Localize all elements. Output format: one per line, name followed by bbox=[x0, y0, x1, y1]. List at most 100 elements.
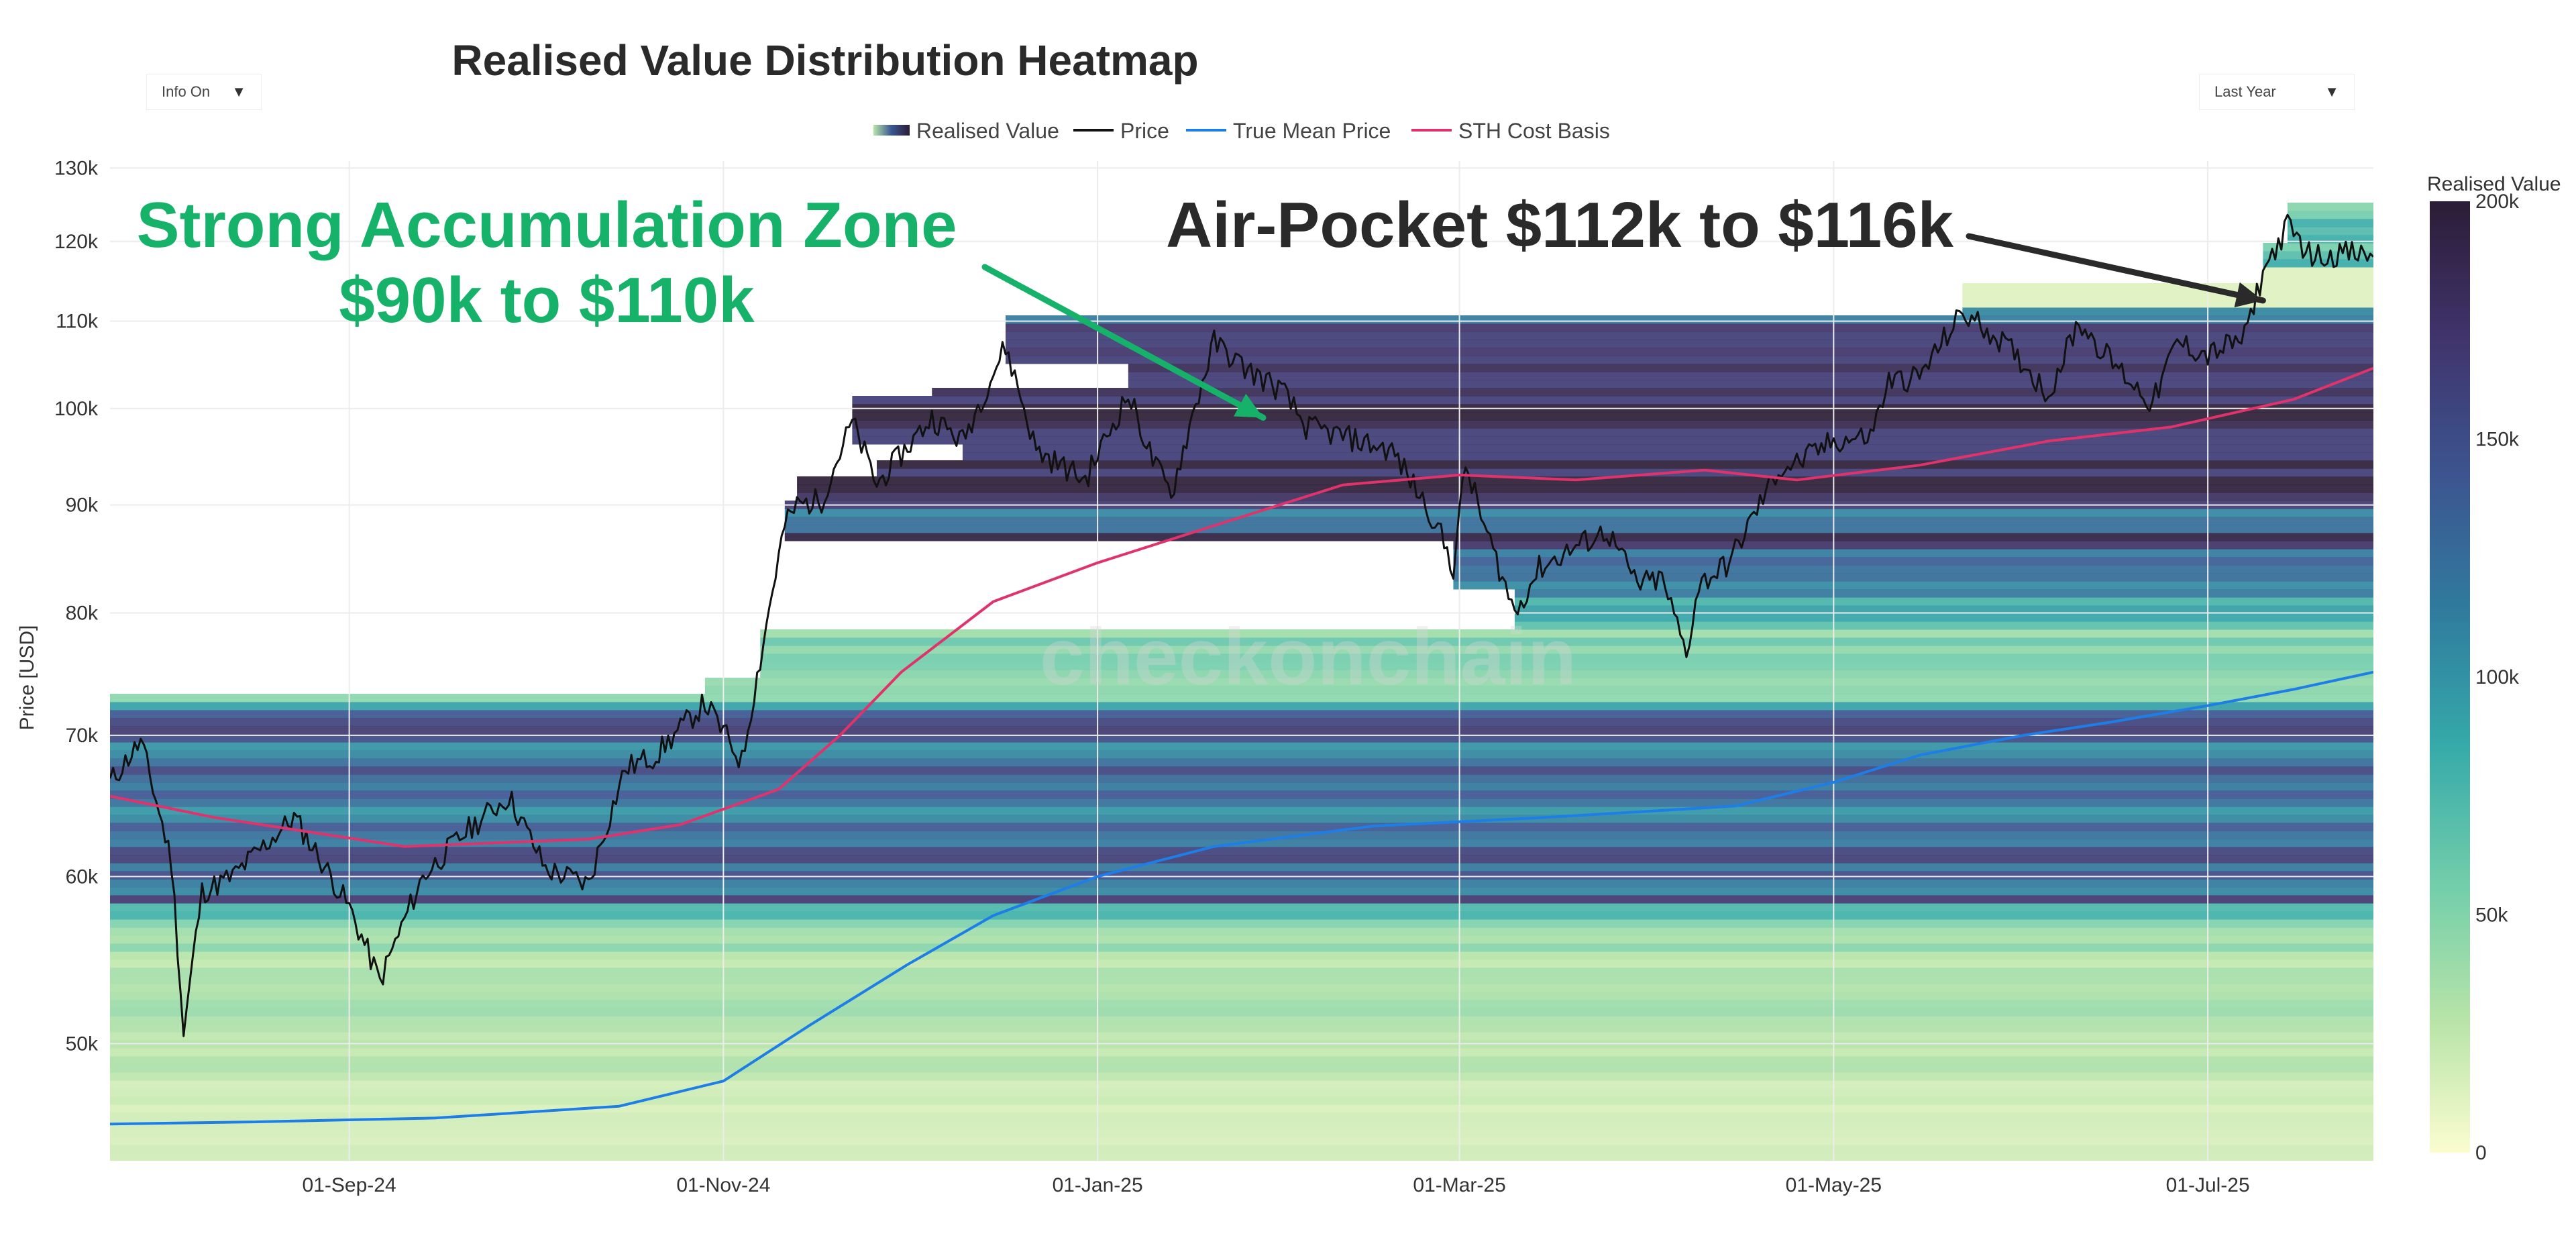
heatmap-band bbox=[2263, 251, 2373, 260]
heatmap-band bbox=[110, 758, 2373, 767]
chart-title: Realised Value Distribution Heatmap bbox=[451, 36, 1198, 85]
colorbar-tick-label: 50k bbox=[2475, 904, 2508, 927]
heatmap-band bbox=[110, 815, 2373, 823]
heatmap-band bbox=[110, 1153, 2373, 1161]
heatmap-band bbox=[110, 702, 2373, 711]
info-toggle-label: Info On bbox=[162, 83, 211, 100]
heatmap-band bbox=[760, 637, 2373, 646]
heatmap-band bbox=[110, 863, 2373, 872]
heatmap-band bbox=[110, 968, 2373, 976]
arrow-air-pocket-head bbox=[2234, 282, 2263, 308]
heatmap-band bbox=[110, 1129, 2373, 1137]
heatmap-band bbox=[110, 943, 2373, 952]
heatmap-band bbox=[784, 517, 2373, 525]
heatmap-band bbox=[110, 1080, 2373, 1089]
colorbar: Realised Value 0 50k 100k 150k 200k bbox=[2427, 173, 2561, 1164]
x-tick-label: 01-Jul-25 bbox=[2166, 1174, 2250, 1196]
heatmap-band bbox=[110, 951, 2373, 960]
heatmap-band bbox=[110, 718, 2373, 727]
heatmap-band bbox=[110, 766, 2373, 775]
heatmap-band bbox=[760, 654, 2373, 662]
heatmap-band bbox=[110, 790, 2373, 799]
heatmap-band bbox=[797, 492, 2373, 501]
heatmap-band bbox=[704, 686, 2373, 694]
arrow-accumulation bbox=[981, 264, 1267, 421]
series-line-sth-cost-basis bbox=[110, 366, 2373, 848]
heatmap-band bbox=[110, 742, 2373, 751]
heatmap-band bbox=[1453, 565, 2373, 574]
x-axis: 01-Sep-24 01-Nov-24 01-Jan-25 01-Mar-25 01-M… bbox=[303, 1174, 2250, 1196]
legend-swatch-realised-value bbox=[873, 125, 910, 136]
colorbar-tick-label: 0 bbox=[2475, 1142, 2487, 1164]
range-select-label: Last Year bbox=[2214, 83, 2276, 100]
heatmap-band bbox=[1005, 323, 2373, 332]
arrow-air-pocket bbox=[1966, 233, 2266, 304]
heatmap-band bbox=[110, 1104, 2373, 1113]
legend-label-realised-value: Realised Value bbox=[916, 119, 1059, 143]
heatmap-band bbox=[110, 895, 2373, 904]
y-axis-label: Price [USD] bbox=[16, 625, 38, 731]
heatmap-band bbox=[110, 1088, 2373, 1097]
heatmap-band bbox=[110, 831, 2373, 839]
heatmap-band bbox=[110, 935, 2373, 944]
heatmap-band bbox=[110, 871, 2373, 880]
heatmap-band bbox=[2263, 259, 2373, 268]
heatmap-band bbox=[962, 444, 2373, 453]
heatmap-band bbox=[110, 1024, 2373, 1033]
heatmap-band bbox=[876, 468, 2373, 477]
heatmap-band bbox=[962, 452, 2373, 461]
heatmap-band bbox=[1962, 299, 2373, 308]
heatmap-band bbox=[110, 1008, 2373, 1017]
heatmap-band bbox=[110, 1121, 2373, 1129]
heatmap-band bbox=[110, 927, 2373, 936]
heatmap-band bbox=[110, 1016, 2373, 1025]
info-toggle-dropdown[interactable]: Info On ▼ bbox=[146, 74, 262, 110]
heatmap-band bbox=[1962, 283, 2373, 292]
heatmap-band bbox=[1514, 597, 2373, 606]
heatmap-band bbox=[110, 1056, 2373, 1065]
legend-label-sth-cost-basis: STH Cost Basis bbox=[1458, 119, 1610, 143]
heatmap-band bbox=[110, 887, 2373, 896]
heatmap-band bbox=[784, 509, 2373, 517]
heatmap-band bbox=[110, 694, 2373, 703]
y-tick-label: 130k bbox=[54, 157, 99, 179]
legend-label-true-mean-price: True Mean Price bbox=[1233, 119, 1391, 143]
heatmap-band bbox=[1005, 331, 2373, 340]
heatmap-band bbox=[110, 782, 2373, 791]
heatmap-band bbox=[1514, 605, 2373, 614]
heatmap-band bbox=[110, 750, 2373, 759]
colorbar-gradient bbox=[2430, 201, 2470, 1153]
colorbar-tick-label: 100k bbox=[2475, 666, 2520, 688]
heatmap-band bbox=[110, 734, 2373, 743]
heatmap-band bbox=[110, 1064, 2373, 1073]
heatmap-band bbox=[1453, 557, 2373, 566]
heatmap-band bbox=[1128, 372, 2373, 380]
heatmap-band bbox=[1514, 613, 2373, 622]
heatmap-band bbox=[2263, 275, 2373, 284]
colorbar-tick-label: 200k bbox=[2475, 191, 2520, 213]
heatmap-band bbox=[1005, 356, 2373, 364]
heatmap-band bbox=[110, 1137, 2373, 1145]
heatmap-band bbox=[110, 1112, 2373, 1121]
heatmap-band bbox=[1453, 573, 2373, 582]
x-tick-label: 01-Jan-25 bbox=[1053, 1174, 1143, 1196]
chevron-down-icon: ▼ bbox=[231, 83, 246, 100]
heatmap-band bbox=[110, 1032, 2373, 1041]
heatmap-band bbox=[1962, 307, 2373, 316]
heatmap-band bbox=[110, 774, 2373, 783]
heatmap-band bbox=[784, 533, 2373, 541]
heatmap-band bbox=[110, 798, 2373, 807]
heatmap-band bbox=[704, 678, 2373, 686]
heatmap-cells bbox=[110, 203, 2373, 1161]
x-tick-label: 01-Mar-25 bbox=[1413, 1174, 1505, 1196]
series-line-true-mean-price bbox=[110, 670, 2373, 1126]
heatmap-band bbox=[110, 710, 2373, 719]
legend: Realised Value Price True Mean Price STH… bbox=[873, 119, 1610, 143]
heatmap-band bbox=[1514, 621, 2373, 630]
heatmap-band bbox=[110, 903, 2373, 912]
heatmap-band bbox=[110, 1072, 2373, 1081]
legend-label-price: Price bbox=[1120, 119, 1169, 143]
y-tick-label: 90k bbox=[66, 495, 99, 517]
x-tick-label: 01-Sep-24 bbox=[303, 1174, 396, 1196]
range-select-dropdown[interactable]: Last Year ▼ bbox=[2199, 74, 2355, 110]
